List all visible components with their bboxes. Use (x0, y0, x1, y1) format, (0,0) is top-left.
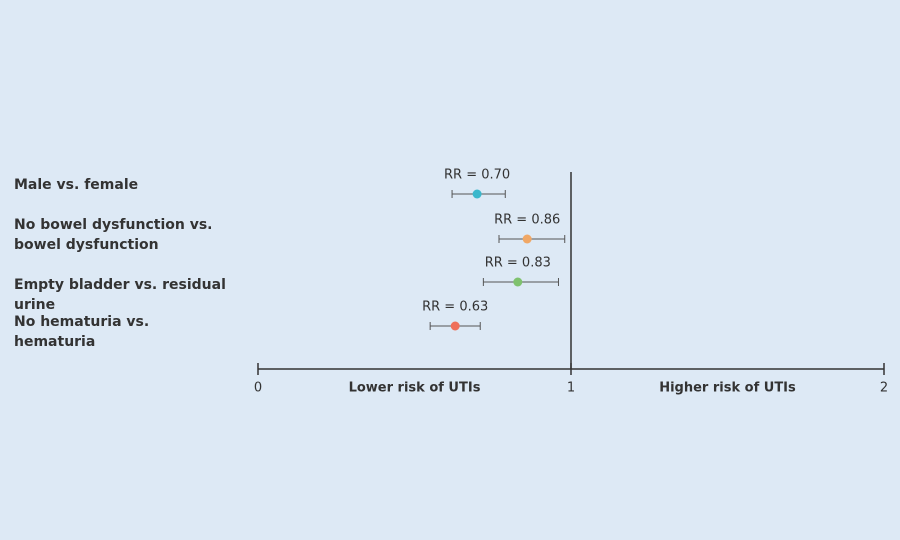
point (450, 321, 460, 331)
value-label: RR = 0.86 (494, 213, 560, 228)
value-label: RR = 0.83 (485, 256, 551, 271)
axis-annotation: Lower risk of UTIs (349, 381, 481, 396)
axis-annotation: Higher risk of UTIs (659, 381, 796, 396)
x-tick-label: 1 (567, 381, 575, 396)
x-tick-label: 2 (880, 381, 888, 396)
value-label: RR = 0.70 (444, 168, 510, 183)
category-label: No bowel dysfunction vs. bowel dysfuncti… (14, 217, 213, 253)
category-label: No hematuria vs. hematuria (14, 314, 150, 350)
category-label: Male vs. female (14, 177, 139, 193)
point (513, 277, 523, 287)
x-tick-label: 0 (254, 381, 262, 396)
category-label: Empty bladder vs. residual urine (14, 277, 226, 313)
value-label: RR = 0.63 (422, 300, 488, 315)
point (522, 234, 532, 244)
point (472, 189, 482, 199)
